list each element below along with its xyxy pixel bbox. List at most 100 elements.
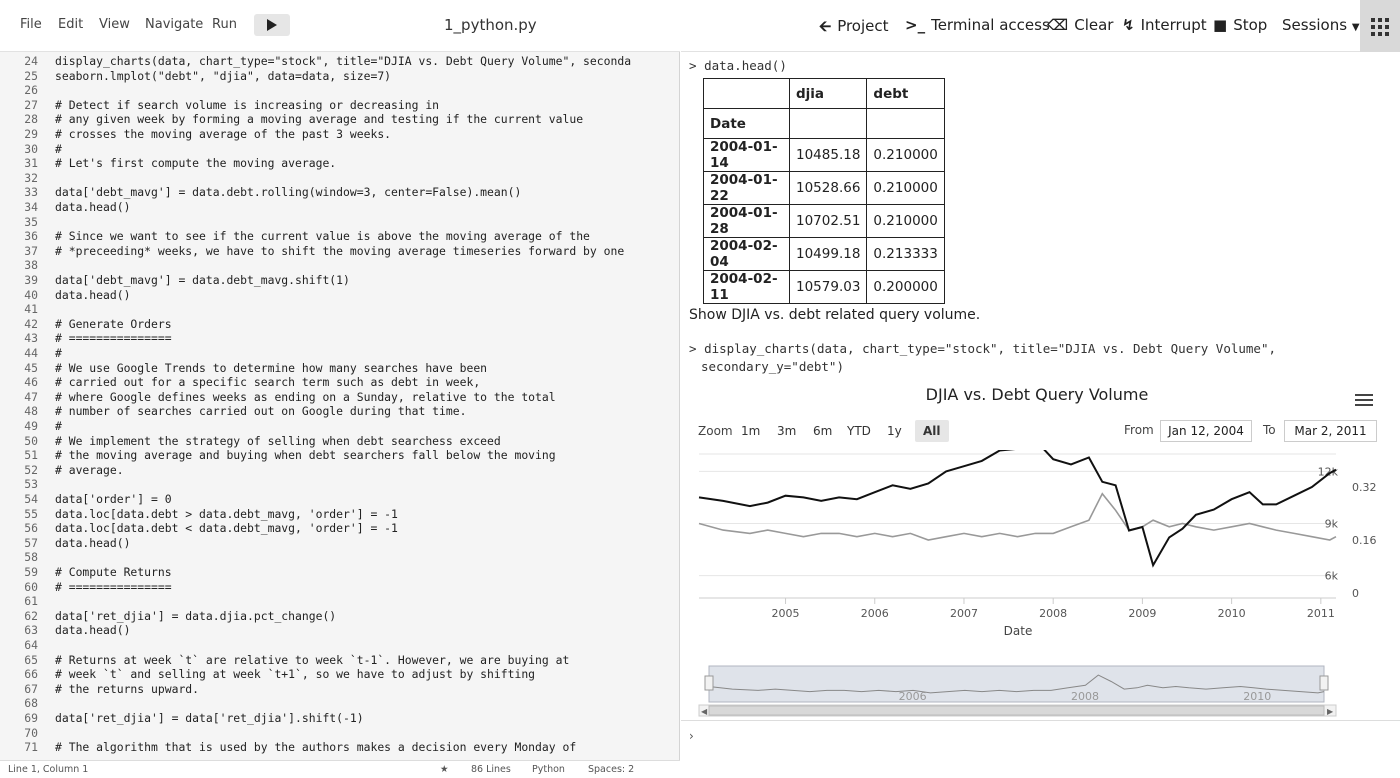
code-text: display_charts(data, chart_type="stock",…: [55, 54, 632, 68]
code-line[interactable]: 57 data.head(): [0, 536, 680, 551]
scrollbar-thumb[interactable]: [708, 705, 1325, 716]
code-line[interactable]: 71 # The algorithm that is used by the au…: [0, 740, 680, 755]
sessions-button[interactable]: Sessions ▼: [1282, 16, 1360, 34]
navigator-handle[interactable]: [704, 675, 714, 691]
project-button[interactable]: 🡨 Project: [819, 16, 889, 41]
line-number: 68: [24, 696, 38, 711]
code-line[interactable]: 33 data['debt_mavg'] = data.debt.rolling(…: [0, 185, 680, 200]
run-button[interactable]: [254, 14, 290, 36]
interrupt-button[interactable]: ↯ Interrupt: [1122, 16, 1207, 34]
code-line[interactable]: 37 # *preceeding* weeks, we have to shift…: [0, 244, 680, 259]
code-line[interactable]: 61: [0, 594, 680, 609]
x-tick-label: 2006: [861, 607, 889, 620]
line-number: 61: [24, 594, 38, 609]
code-line[interactable]: 45 # We use Google Trends to determine ho…: [0, 361, 680, 376]
line-number: 53: [24, 477, 38, 492]
code-line[interactable]: 40 data.head(): [0, 288, 680, 303]
stock-chart[interactable]: 6k 9k 12k 0 0.16 0.32 2005 2006 2007 2008 2009 2010…: [681, 450, 1393, 650]
code-line[interactable]: 65 # Returns at week `t` are relative to …: [0, 653, 680, 668]
code-line[interactable]: 62 data['ret_djia'] = data.djia.pct_chang…: [0, 609, 680, 624]
code-line[interactable]: 41: [0, 302, 680, 317]
from-date-input[interactable]: Jan 12, 2004: [1160, 420, 1252, 442]
zoom-3m-button[interactable]: 3m: [777, 424, 797, 438]
code-line[interactable]: 36 # Since we want to see if the current …: [0, 229, 680, 244]
zoom-1y-button[interactable]: 1y: [887, 424, 902, 438]
menu-run[interactable]: Run: [212, 17, 237, 32]
table-cell: 0.213333: [866, 237, 945, 271]
eraser-icon: ⌫: [1047, 16, 1069, 34]
code-line[interactable]: 25 seaborn.lmplot("debt", "djia", data=da…: [0, 69, 680, 84]
code-line[interactable]: 59 # Compute Returns: [0, 565, 680, 580]
menu-file[interactable]: File: [20, 17, 42, 32]
code-line[interactable]: 47 # where Google defines weeks as ending…: [0, 390, 680, 405]
zoom-ytd-button[interactable]: YTD: [847, 424, 871, 438]
x-tick-label: 2007: [950, 607, 978, 620]
code-line[interactable]: 54 data['order'] = 0: [0, 492, 680, 507]
hamburger-menu-icon[interactable]: [1355, 394, 1373, 408]
code-line[interactable]: 49 #: [0, 419, 680, 434]
code-line[interactable]: 30 #: [0, 142, 680, 157]
code-line[interactable]: 55 data.loc[data.debt > data.debt_mavg, '…: [0, 507, 680, 522]
code-line[interactable]: 64: [0, 638, 680, 653]
code-editor[interactable]: 24 display_charts(data, chart_type="stock…: [0, 52, 680, 760]
grid-menu-button[interactable]: [1360, 0, 1400, 52]
menu-edit[interactable]: Edit: [58, 17, 84, 32]
to-label: To: [1263, 423, 1276, 437]
code-line[interactable]: 67 # the returns upward.: [0, 682, 680, 697]
code-line[interactable]: 70: [0, 726, 680, 741]
navigator-handle[interactable]: [1319, 675, 1329, 691]
indent-setting[interactable]: Spaces: 2: [588, 764, 635, 775]
language-mode[interactable]: Python: [532, 764, 565, 775]
code-line[interactable]: 60 # ===============: [0, 580, 680, 595]
menu-view[interactable]: View: [99, 17, 130, 32]
zoom-6m-button[interactable]: 6m: [813, 424, 833, 438]
code-line[interactable]: 32: [0, 171, 680, 186]
code-line[interactable]: 39 data['debt_mavg'] = data.debt_mavg.shi…: [0, 273, 680, 288]
code-line[interactable]: 53: [0, 477, 680, 492]
code-line[interactable]: 63 data.head(): [0, 623, 680, 638]
code-line[interactable]: 29 # crosses the moving average of the pa…: [0, 127, 680, 142]
clear-button[interactable]: ⌫ Clear: [1047, 16, 1113, 34]
code-line[interactable]: 42 # Generate Orders: [0, 317, 680, 332]
code-line[interactable]: 44 #: [0, 346, 680, 361]
code-line[interactable]: 56 data.loc[data.debt < data.debt_mavg, '…: [0, 521, 680, 536]
chart-navigator[interactable]: 2006 2008 2010 ◀ ▶: [681, 660, 1393, 718]
terminal-label: Terminal access: [931, 16, 1050, 34]
code-line[interactable]: 24 display_charts(data, chart_type="stock…: [0, 54, 680, 69]
stop-button[interactable]: ■ Stop: [1213, 16, 1267, 34]
console-input[interactable]: ›: [681, 720, 1400, 778]
scroll-right-arrow-icon[interactable]: ▶: [1327, 707, 1334, 716]
code-line[interactable]: 35: [0, 215, 680, 230]
terminal-button[interactable]: >_ Terminal access: [905, 16, 1050, 34]
code-line[interactable]: 48 # number of searches carried out on Go…: [0, 404, 680, 419]
code-line[interactable]: 43 # ===============: [0, 331, 680, 346]
code-line[interactable]: 58: [0, 550, 680, 565]
code-line[interactable]: 46 # carried out for a specific search te…: [0, 375, 680, 390]
zoom-1m-button[interactable]: 1m: [741, 424, 761, 438]
code-line[interactable]: 66 # week `t` and selling at week `t+1`, …: [0, 667, 680, 682]
line-number: 35: [24, 214, 38, 229]
code-line[interactable]: 34 data.head(): [0, 200, 680, 215]
menu-navigate[interactable]: Navigate: [145, 17, 204, 32]
code-text: data.head(): [55, 200, 131, 214]
scroll-left-arrow-icon[interactable]: ◀: [701, 707, 708, 716]
code-line[interactable]: 51 # the moving average and buying when d…: [0, 448, 680, 463]
to-date-input[interactable]: Mar 2, 2011: [1284, 420, 1377, 442]
code-line[interactable]: 27 # Detect if search volume is increasin…: [0, 98, 680, 113]
code-line[interactable]: 69 data['ret_djia'] = data['ret_djia'].sh…: [0, 711, 680, 726]
code-line[interactable]: 52 # average.: [0, 463, 680, 478]
star-icon[interactable]: ★: [440, 764, 449, 775]
code-line[interactable]: 68: [0, 696, 680, 711]
code-line[interactable]: 26: [0, 83, 680, 98]
line-number: 69: [24, 711, 38, 725]
table-cell: 2004-02-04: [703, 237, 790, 271]
code-line[interactable]: 28 # any given week by forming a moving a…: [0, 112, 680, 127]
zoom-all-button[interactable]: All: [915, 420, 949, 442]
cursor-position[interactable]: Line 1, Column 1: [8, 764, 89, 775]
table-cell: 2004-02-11: [703, 270, 790, 304]
code-line[interactable]: 50 # We implement the strategy of selling…: [0, 434, 680, 449]
line-number: 45: [24, 360, 38, 375]
line-number: 43: [24, 331, 38, 346]
code-line[interactable]: 38: [0, 258, 680, 273]
code-line[interactable]: 31 # Let's first compute the moving avera…: [0, 156, 680, 171]
